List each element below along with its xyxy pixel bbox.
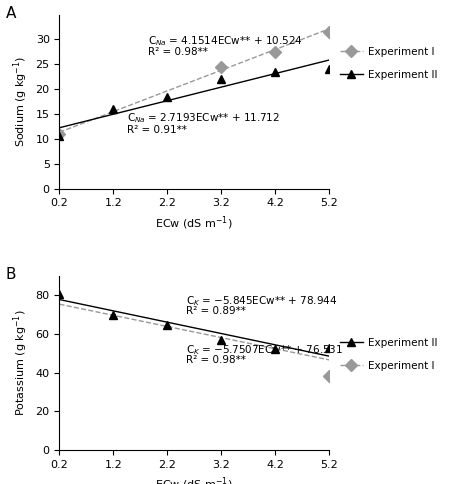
Text: R² = 0.89**: R² = 0.89** bbox=[186, 305, 246, 316]
Text: R² = 0.98**: R² = 0.98** bbox=[149, 47, 208, 57]
Y-axis label: Sodium (g kg$^{-1}$): Sodium (g kg$^{-1}$) bbox=[11, 56, 30, 147]
Text: R² = 0.91**: R² = 0.91** bbox=[127, 124, 187, 135]
Text: C$_{Na}$ = 4.1514ECw** + 10.524: C$_{Na}$ = 4.1514ECw** + 10.524 bbox=[149, 34, 303, 48]
Text: C$_{K}$ = −5.845ECw** + 78.944: C$_{K}$ = −5.845ECw** + 78.944 bbox=[186, 294, 338, 308]
X-axis label: ECw (dS m$^{-1}$): ECw (dS m$^{-1}$) bbox=[155, 214, 233, 232]
Legend: Experiment I, Experiment II: Experiment I, Experiment II bbox=[340, 47, 437, 79]
Text: C$_{K}$ = −5.7507ECw** + 76.531: C$_{K}$ = −5.7507ECw** + 76.531 bbox=[186, 343, 343, 357]
X-axis label: ECw (dS m$^{-1}$): ECw (dS m$^{-1}$) bbox=[155, 475, 233, 484]
Text: A: A bbox=[5, 6, 16, 21]
Text: R² = 0.98**: R² = 0.98** bbox=[186, 355, 246, 365]
Legend: Experiment II, Experiment I: Experiment II, Experiment I bbox=[340, 338, 437, 371]
Text: C$_{Na}$ = 2.7193ECw** + 11.712: C$_{Na}$ = 2.7193ECw** + 11.712 bbox=[127, 111, 280, 125]
Text: B: B bbox=[5, 267, 16, 282]
Y-axis label: Potassium (g kg$^{-1}$): Potassium (g kg$^{-1}$) bbox=[11, 310, 30, 416]
